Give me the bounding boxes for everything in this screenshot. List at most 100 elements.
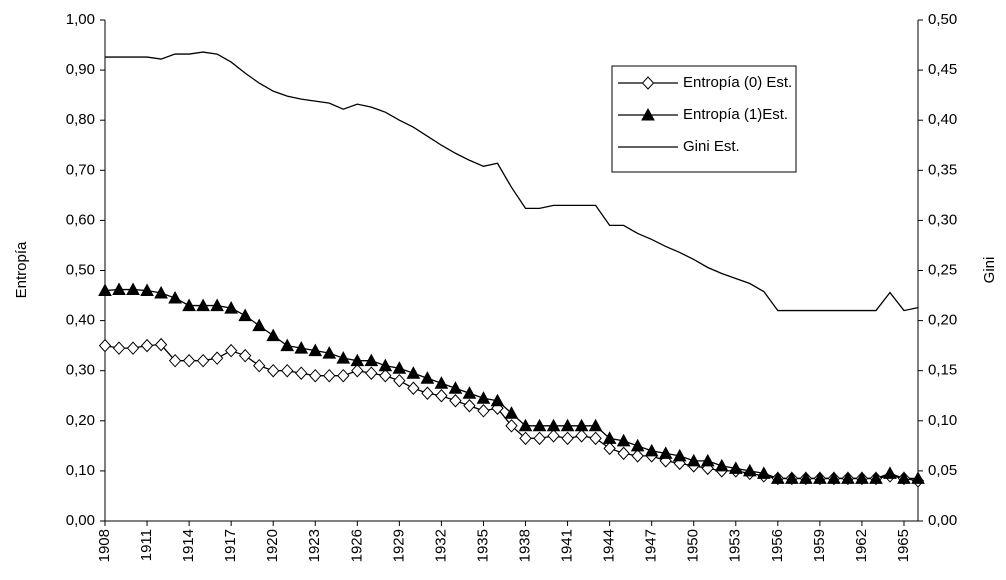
marker [630, 438, 645, 452]
marker [575, 429, 588, 443]
y2-tick-label: 0,20 [928, 312, 957, 329]
marker [463, 399, 476, 413]
marker [532, 418, 547, 432]
marker [281, 363, 294, 378]
legend-label: Entropía (0) Est. [683, 74, 792, 91]
x-tick-label: 1929 [390, 529, 407, 562]
marker [322, 346, 337, 359]
marker [267, 363, 280, 378]
marker [294, 341, 309, 354]
marker [547, 429, 560, 443]
y2-axis-title: Gini [981, 257, 998, 284]
y2-tick-label: 0,25 [928, 261, 957, 278]
marker [379, 368, 392, 383]
marker [196, 298, 210, 312]
marker [504, 406, 519, 419]
marker [140, 338, 154, 353]
y-tick-label: 0,80 [66, 111, 95, 128]
series-line [105, 51, 919, 312]
marker [308, 343, 323, 357]
marker [449, 394, 462, 408]
marker [756, 466, 771, 479]
marker [168, 353, 182, 368]
marker [686, 453, 701, 467]
marker [421, 386, 434, 400]
marker [742, 463, 757, 477]
marker [168, 291, 182, 304]
marker [827, 471, 841, 484]
marker [434, 376, 449, 389]
marker [140, 283, 154, 297]
x-tick-label: 1962 [853, 529, 870, 562]
marker [266, 328, 281, 342]
marker [518, 418, 533, 432]
marker [911, 471, 925, 484]
marker [603, 441, 616, 456]
x-tick-label: 1965 [895, 529, 912, 562]
marker [238, 308, 253, 322]
marker [407, 381, 420, 395]
marker [126, 282, 140, 296]
x-tick-label: 1935 [474, 529, 491, 562]
y-tick-label: 1,00 [66, 11, 95, 28]
marker [617, 446, 630, 461]
marker [336, 351, 351, 364]
marker [728, 461, 743, 474]
marker [224, 301, 238, 314]
marker [154, 286, 168, 299]
marker [476, 391, 491, 404]
marker [406, 366, 421, 379]
marker [252, 318, 267, 332]
marker [841, 471, 855, 484]
marker [392, 361, 407, 374]
x-tick-label: 1944 [601, 529, 618, 562]
marker [519, 431, 532, 446]
x-tick-label: 1911 [138, 529, 155, 561]
marker [238, 348, 252, 363]
marker [337, 368, 350, 383]
x-tick-label: 1917 [222, 529, 239, 562]
legend-marker [641, 76, 655, 90]
y-tick-label: 0,90 [66, 61, 95, 78]
marker [126, 341, 140, 355]
marker [505, 419, 518, 433]
y-tick-label: 0,40 [66, 312, 95, 329]
x-tick-label: 1920 [264, 529, 281, 562]
marker [210, 351, 224, 365]
marker [309, 368, 322, 383]
marker [714, 458, 729, 472]
y-tick-label: 0,60 [66, 211, 95, 228]
marker [154, 337, 168, 352]
y2-tick-label: 0,40 [928, 111, 957, 128]
x-tick-label: 1947 [643, 529, 660, 562]
legend-marker [641, 107, 655, 121]
x-tick-label: 1923 [306, 529, 323, 562]
y2-tick-label: 0,00 [928, 512, 957, 529]
marker [350, 353, 365, 367]
marker [323, 368, 336, 383]
marker [295, 366, 308, 380]
y2-tick-label: 0,10 [928, 412, 957, 429]
marker [883, 466, 897, 479]
marker [112, 282, 126, 296]
marker [435, 389, 448, 403]
marker [477, 404, 490, 418]
marker [574, 418, 589, 432]
marker [98, 283, 112, 297]
marker [589, 431, 602, 446]
y2-tick-label: 0,35 [928, 161, 957, 178]
legend-label: Entropía (1)Est. [683, 106, 788, 123]
y-tick-label: 0,70 [66, 161, 95, 178]
marker [378, 358, 393, 372]
marker [897, 471, 911, 484]
marker [546, 418, 561, 432]
x-tick-label: 1908 [96, 529, 113, 562]
x-tick-label: 1914 [180, 529, 197, 562]
x-tick-label: 1926 [348, 529, 365, 562]
marker [770, 471, 785, 484]
marker [616, 433, 631, 447]
marker [393, 373, 406, 388]
marker [182, 298, 196, 312]
